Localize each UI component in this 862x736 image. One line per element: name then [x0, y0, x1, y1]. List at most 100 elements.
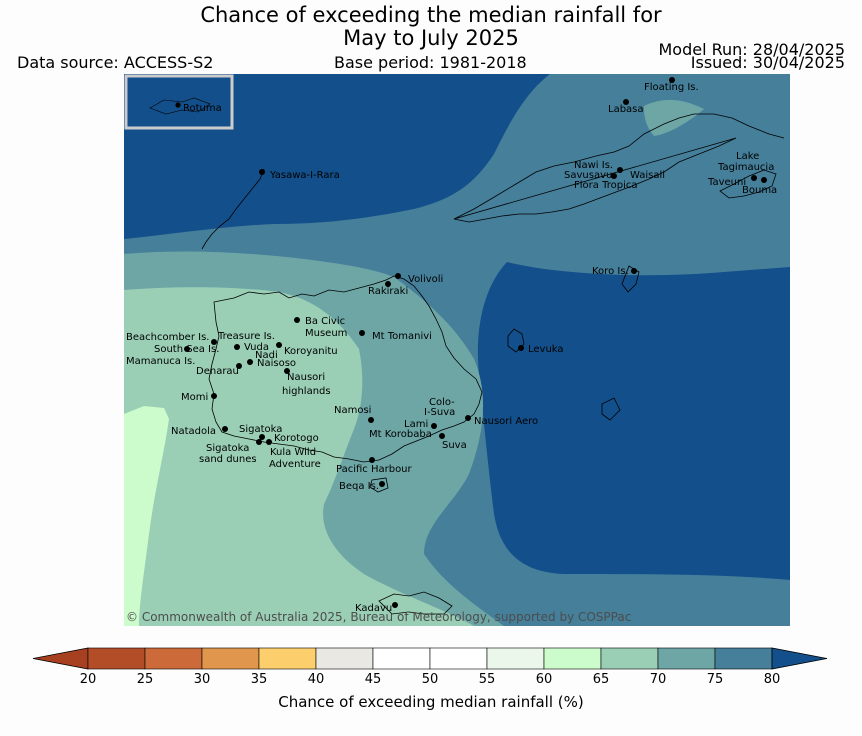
place-label: Namosi — [334, 405, 371, 416]
colorbar-segment — [486, 647, 545, 670]
map-title-line2: May to July 2025 — [343, 26, 519, 50]
place-label: Sigatoka — [239, 424, 282, 435]
map-title-line1: Chance of exceeding the median rainfall … — [200, 3, 662, 27]
colorbar-tick-label: 50 — [421, 672, 439, 687]
place-marker — [256, 439, 262, 445]
place-label: Lami — [404, 419, 428, 430]
rotuma-inset-frame — [124, 74, 234, 130]
colorbar-tick-label: 40 — [307, 672, 325, 687]
place-marker — [276, 342, 282, 348]
colorbar-tick-label: 80 — [763, 672, 781, 687]
place-label: Kula Wild — [270, 447, 316, 458]
place-label: Bouma — [742, 185, 777, 196]
rotuma-inset-label: Rotuma — [183, 103, 222, 114]
place-marker — [259, 434, 265, 440]
place-label: Kadavu — [355, 603, 392, 614]
colorbar-segment — [144, 647, 203, 670]
colorbar-segment — [657, 647, 716, 670]
place-marker — [751, 175, 757, 181]
place-label: Tagimaucia — [717, 162, 774, 173]
zone-80-east — [477, 262, 790, 580]
colorbar-segment — [429, 647, 488, 670]
place-marker — [439, 433, 445, 439]
place-label: I-Suva — [424, 407, 455, 418]
place-marker — [247, 359, 253, 365]
model-run: Model Run: 28/04/2025 — [658, 40, 846, 59]
place-label: Suva — [442, 440, 467, 451]
place-label: Koroyanitu — [284, 346, 338, 357]
koro-coast — [621, 265, 640, 293]
place-marker — [234, 344, 240, 350]
colorbar-tick-label: 55 — [478, 672, 496, 687]
place-marker — [211, 339, 217, 345]
place-marker — [211, 393, 217, 399]
place-marker — [392, 602, 398, 608]
place-marker — [611, 173, 617, 179]
colorbar-segment — [201, 647, 260, 670]
place-marker — [761, 177, 767, 183]
place-marker — [222, 426, 228, 432]
place-label: Mt Korobaba — [369, 429, 432, 440]
vanua-levu-coast — [453, 113, 785, 223]
colorbar-tick-label: 35 — [250, 672, 268, 687]
place-label: Taveuni — [707, 177, 746, 188]
place-marker — [266, 439, 272, 445]
place-marker — [294, 317, 300, 323]
place-marker — [368, 417, 374, 423]
zone-70-north-patch — [644, 99, 704, 136]
place-marker — [631, 268, 637, 274]
place-label: Floating Is. — [644, 82, 699, 93]
data-source: Data source: ACCESS-S2 — [17, 53, 214, 72]
place-marker — [379, 481, 385, 487]
taveuni-coast — [719, 169, 777, 199]
place-label: Mt Tomanivi — [372, 331, 432, 342]
place-marker — [465, 415, 471, 421]
place-marker — [431, 423, 437, 429]
place-marker — [184, 346, 190, 352]
place-label: Volivoli — [408, 274, 443, 285]
colorbar-extend-high — [771, 647, 828, 670]
place-label: Labasa — [608, 104, 644, 115]
colorbar-tick-label: 45 — [364, 672, 382, 687]
place-marker — [385, 281, 391, 287]
zone-65 — [124, 287, 474, 626]
colorbar-tick-label: 30 — [193, 672, 211, 687]
place-label: Koro Is. — [592, 266, 629, 277]
colorbar-tick-label: 60 — [535, 672, 553, 687]
issued-date: Issued: 30/04/2025 — [690, 53, 845, 72]
place-label: Natadola — [171, 426, 216, 437]
place-marker — [236, 363, 242, 369]
rainfall-map: Rotuma Floating Is.Labasa Nawi Is.Savusav… — [124, 74, 790, 626]
colorbar-segment — [543, 647, 602, 670]
colorbar-segment — [258, 647, 317, 670]
place-label: Pacific Harbour — [336, 464, 413, 475]
colorbar-tick-label: 20 — [79, 672, 97, 687]
place-label: Flora Tropica — [574, 180, 637, 191]
colorbar-tick-label: 25 — [136, 672, 154, 687]
place-label: Naisoso — [257, 358, 296, 369]
place-label: Nausori — [287, 372, 325, 383]
place-label: sand dunes — [199, 454, 257, 465]
place-label: Nausori Aero — [474, 416, 538, 427]
colorbar-extend-low — [32, 647, 89, 670]
place-label: Rakiraki — [368, 286, 408, 297]
colorbar-tick-label: 65 — [592, 672, 610, 687]
place-label: Beachcomber Is. — [126, 332, 209, 343]
yasawa-group-coast — [201, 168, 265, 250]
place-marker — [359, 330, 365, 336]
gau-coast — [601, 397, 621, 421]
place-label: South Sea Is. — [154, 344, 219, 355]
place-label: Ba Civic — [305, 316, 345, 327]
colorbar-tick-label: 70 — [649, 672, 667, 687]
colorbar-segment — [714, 647, 773, 670]
place-label: highlands — [282, 386, 331, 397]
place-label: Vuda — [244, 342, 269, 353]
place-marker — [259, 169, 265, 175]
ovalau-coast — [507, 328, 525, 353]
colorbar — [32, 647, 828, 670]
place-marker — [669, 77, 675, 83]
kadavu-coast — [378, 591, 453, 615]
place-label: Museum — [305, 328, 347, 339]
place-label: Mamanuca Is. — [126, 356, 195, 367]
place-marker — [623, 99, 629, 105]
